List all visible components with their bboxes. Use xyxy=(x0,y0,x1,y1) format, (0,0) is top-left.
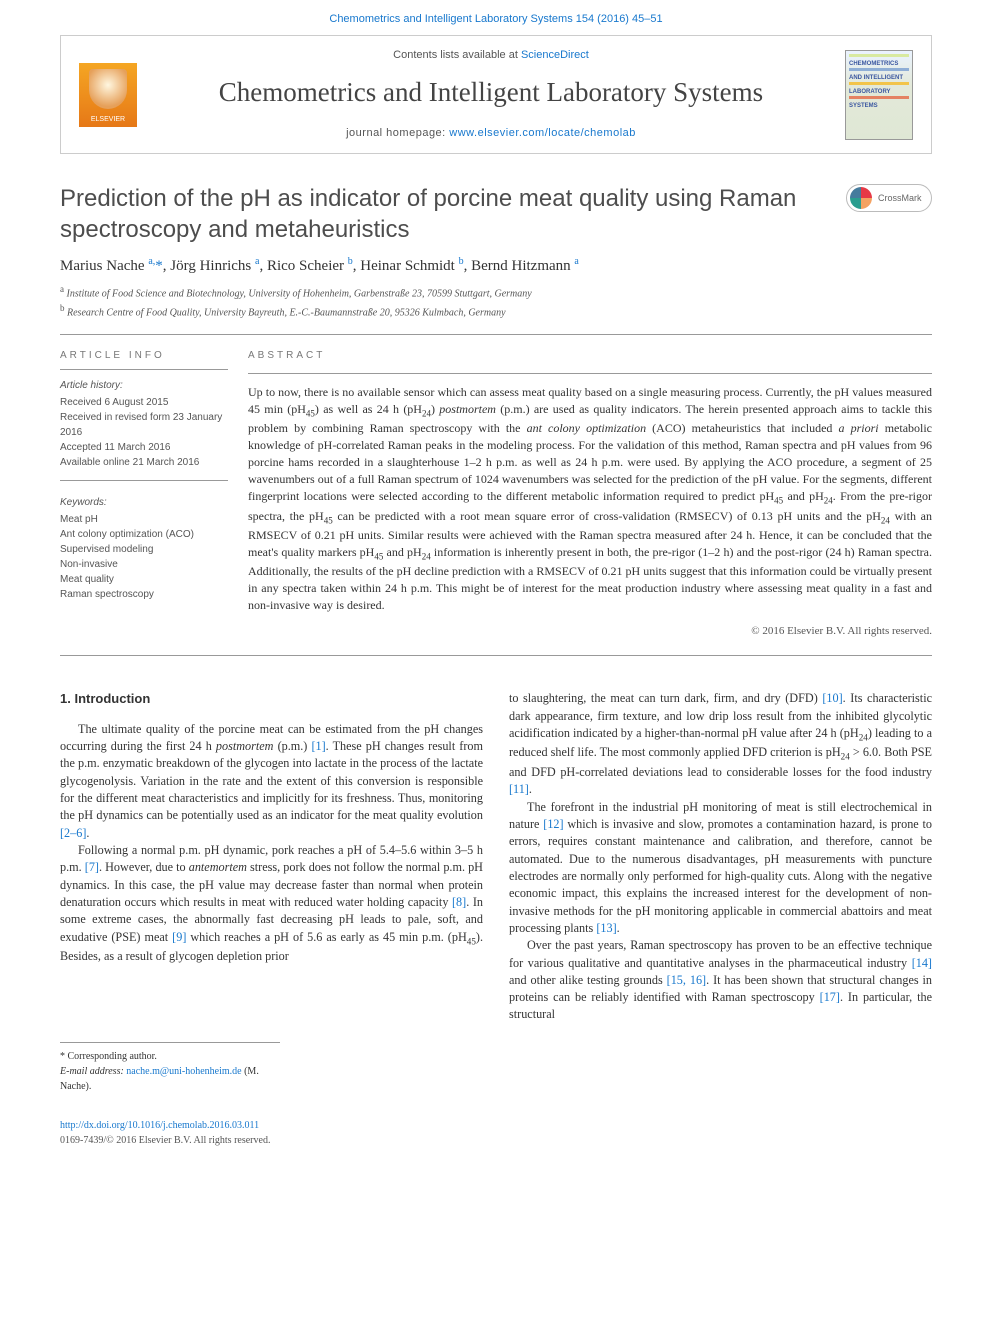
body-column-left: 1. Introduction The ultimate quality of … xyxy=(60,690,483,1023)
header-center: Contents lists available at ScienceDirec… xyxy=(137,48,845,141)
corr-label: * Corresponding author. xyxy=(60,1049,280,1064)
body-paragraph: to slaughtering, the meat can turn dark,… xyxy=(509,690,932,798)
sciencedirect-link[interactable]: ScienceDirect xyxy=(521,49,589,61)
keyword-item: Meat pH xyxy=(60,512,228,527)
doi-link[interactable]: http://dx.doi.org/10.1016/j.chemolab.201… xyxy=(60,1120,259,1131)
keyword-item: Non-invasive xyxy=(60,557,228,572)
body-column-right: to slaughtering, the meat can turn dark,… xyxy=(509,690,932,1023)
body-paragraph: Following a normal p.m. pH dynamic, pork… xyxy=(60,842,483,965)
affiliation-a: a Institute of Food Science and Biotechn… xyxy=(60,283,932,301)
body-paragraph: Over the past years, Raman spectroscopy … xyxy=(509,937,932,1024)
history-item: Accepted 11 March 2016 xyxy=(60,440,228,455)
affiliations: a Institute of Food Science and Biotechn… xyxy=(60,283,932,320)
article-title: Prediction of the pH as indicator of por… xyxy=(60,184,846,245)
article-info-label: article info xyxy=(60,349,228,363)
author-email-link[interactable]: nache.m@uni-hohenheim.de xyxy=(126,1066,241,1077)
keywords-label: Keywords: xyxy=(60,495,228,510)
crossmark-icon xyxy=(850,187,872,209)
bottom-refs: http://dx.doi.org/10.1016/j.chemolab.201… xyxy=(60,1118,932,1148)
body-paragraph: The forefront in the industrial pH monit… xyxy=(509,799,932,938)
journal-homepage: journal homepage: www.elsevier.com/locat… xyxy=(137,126,845,141)
homepage-link[interactable]: www.elsevier.com/locate/chemolab xyxy=(449,127,636,139)
elsevier-logo: ELSEVIER xyxy=(79,63,137,127)
keyword-item: Ant colony optimization (ACO) xyxy=(60,527,228,542)
history-label: Article history: xyxy=(60,378,228,393)
journal-cover-thumb: CHEMOMETRICS AND INTELLIGENT LABORATORY … xyxy=(845,50,913,140)
contents-line: Contents lists available at ScienceDirec… xyxy=(137,48,845,63)
abstract-text: Up to now, there is no available sensor … xyxy=(248,384,932,614)
intro-heading: 1. Introduction xyxy=(60,690,483,708)
history-item: Available online 21 March 2016 xyxy=(60,455,228,470)
abstract-label: abstract xyxy=(248,349,932,363)
issn-copyright: 0169-7439/© 2016 Elsevier B.V. All right… xyxy=(60,1133,932,1148)
corresponding-author-footer: * Corresponding author. E-mail address: … xyxy=(60,1042,280,1094)
abstract-copyright: © 2016 Elsevier B.V. All rights reserved… xyxy=(248,624,932,639)
history-item: Received 6 August 2015 xyxy=(60,395,228,410)
authors-line: Marius Nache a,*, Jörg Hinrichs a, Rico … xyxy=(60,255,932,277)
article-info-column: article info Article history: Received 6… xyxy=(60,349,248,639)
body-paragraph: The ultimate quality of the porcine meat… xyxy=(60,721,483,842)
keyword-item: Meat quality xyxy=(60,572,228,587)
keyword-item: Supervised modeling xyxy=(60,542,228,557)
journal-citation-link[interactable]: Chemometrics and Intelligent Laboratory … xyxy=(0,0,992,35)
journal-header: ELSEVIER Contents lists available at Sci… xyxy=(60,35,932,154)
keyword-item: Raman spectroscopy xyxy=(60,587,228,602)
affiliation-b: b Research Centre of Food Quality, Unive… xyxy=(60,302,932,320)
crossmark-badge[interactable]: CrossMark xyxy=(846,184,932,212)
journal-title: Chemometrics and Intelligent Laboratory … xyxy=(137,74,845,112)
history-item: Received in revised form 23 January 2016 xyxy=(60,410,228,440)
abstract-column: abstract Up to now, there is no availabl… xyxy=(248,349,932,639)
